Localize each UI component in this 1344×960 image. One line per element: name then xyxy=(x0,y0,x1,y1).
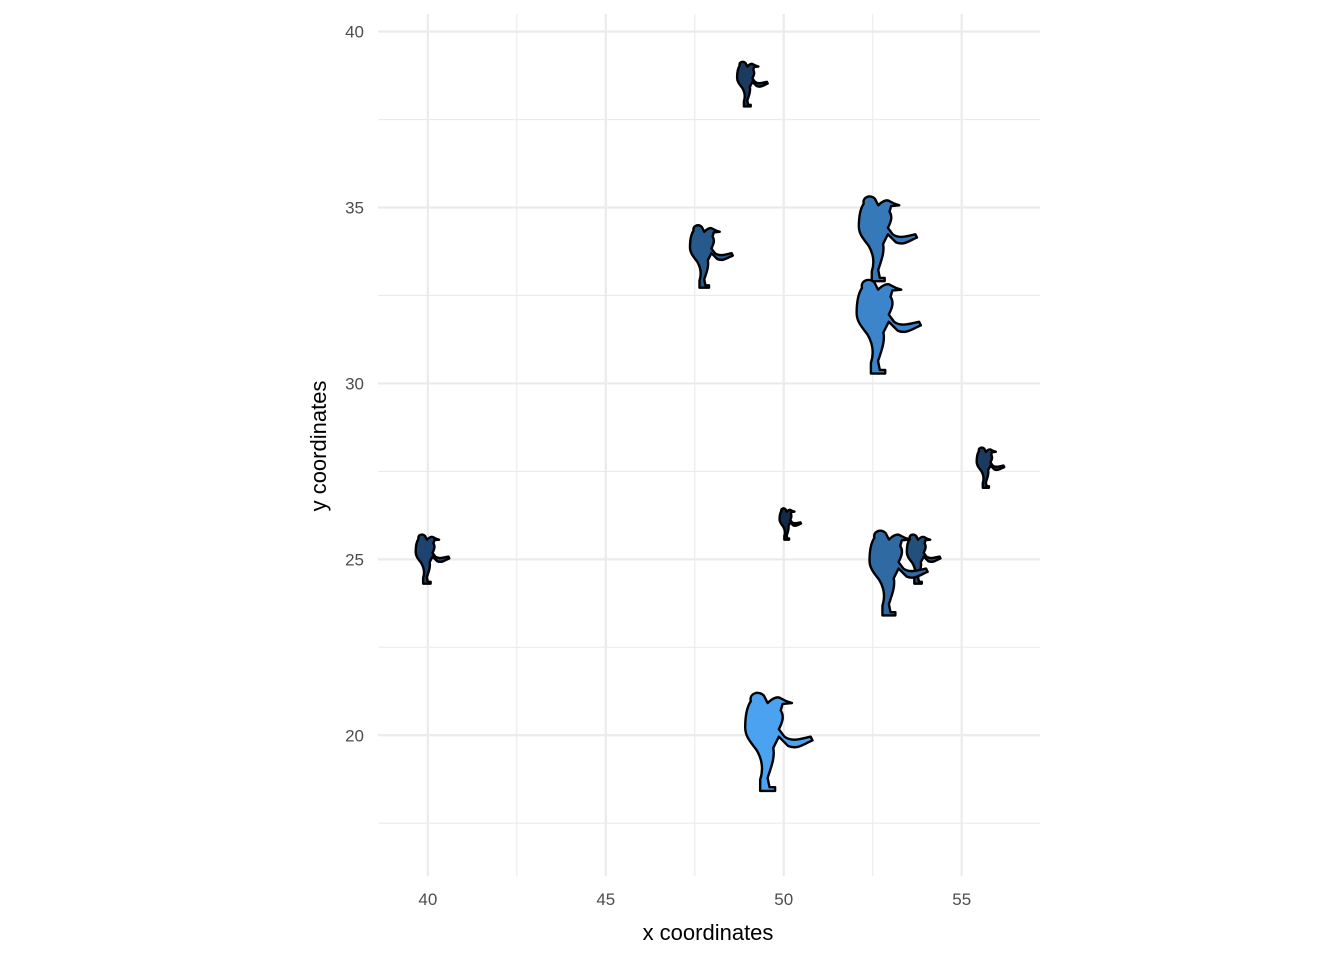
pitcher-point xyxy=(743,691,814,793)
x-tick-label: 45 xyxy=(596,890,615,909)
baseball-pitcher-icon xyxy=(414,533,451,585)
pitcher-point xyxy=(857,195,919,283)
pitcher-point xyxy=(414,533,451,585)
grid xyxy=(378,14,1040,876)
baseball-pitcher-icon xyxy=(975,446,1006,489)
pitcher-point xyxy=(778,507,803,541)
x-axis-title: x coordinates xyxy=(643,920,774,945)
baseball-pitcher-icon xyxy=(735,60,769,108)
baseball-pitcher-icon xyxy=(688,224,735,289)
baseball-pitcher-icon xyxy=(905,533,942,585)
baseball-pitcher-icon xyxy=(855,278,923,375)
y-tick-label: 30 xyxy=(345,374,364,393)
data-points xyxy=(414,60,1006,793)
y-axis-ticks: 20 25 30 35 40 xyxy=(345,23,364,746)
y-tick-label: 25 xyxy=(345,550,364,569)
pitcher-point xyxy=(905,533,942,585)
x-tick-label: 40 xyxy=(418,890,437,909)
baseball-pitcher-icon xyxy=(743,691,814,793)
baseball-pitcher-icon xyxy=(857,195,919,283)
x-axis-ticks: 40 45 50 55 xyxy=(418,890,971,909)
pitcher-point xyxy=(855,278,923,375)
y-tick-label: 35 xyxy=(345,199,364,218)
pitcher-point xyxy=(735,60,769,108)
pitcher-point xyxy=(688,224,735,289)
y-tick-label: 20 xyxy=(345,726,364,745)
baseball-pitcher-icon xyxy=(778,507,803,541)
baseball-pitcher-icon xyxy=(868,529,929,617)
y-tick-label: 40 xyxy=(345,23,364,42)
x-tick-label: 55 xyxy=(952,890,971,909)
y-axis-title: y coordinates xyxy=(306,381,331,512)
pitcher-point xyxy=(868,529,929,617)
pitcher-point xyxy=(975,446,1006,489)
x-tick-label: 50 xyxy=(774,890,793,909)
